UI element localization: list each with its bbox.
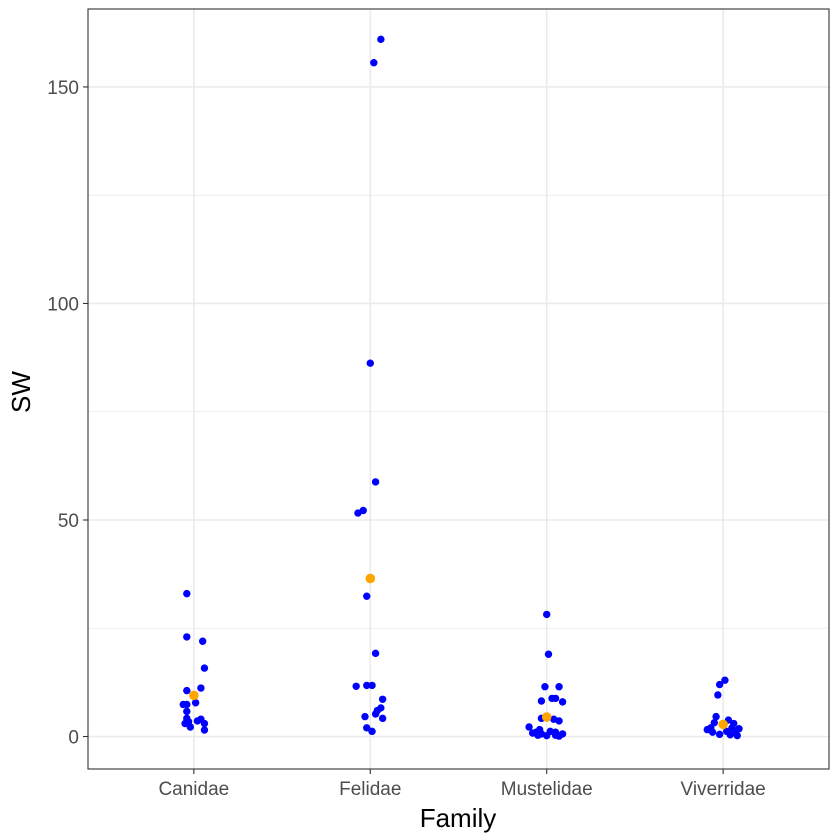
data-point [197,684,205,692]
mean-point [541,712,552,722]
data-point [183,707,191,716]
data-point [363,724,371,732]
data-point [183,589,191,598]
mean-point [718,719,728,730]
y-axis-title: SW [6,371,36,413]
data-point [525,723,533,731]
data-point [370,58,378,67]
data-point [200,726,209,734]
x-tick-label: Felidae [339,779,401,800]
data-point [371,649,380,658]
minor-gridlines [88,194,829,629]
data-point [715,730,724,739]
data-point [721,676,729,684]
data-point [371,710,380,718]
y-tick-label: 50 [58,511,79,532]
data-point [715,680,724,689]
data-point [551,694,560,703]
data-point [555,732,563,740]
data-point [198,637,207,645]
y-tick-label: 100 [47,294,79,315]
data-point [541,683,549,691]
x-tick-label: Mustelidae [501,779,593,800]
data-point [555,683,563,691]
mean-point [189,690,199,701]
data-point [543,731,551,740]
data-point [200,719,209,728]
data-point [537,697,546,705]
y-axis-ticks: 0 50 100 150 [47,78,88,749]
data-point [352,682,360,690]
data-point [534,731,542,739]
data-points [179,35,743,740]
data-point [366,359,374,367]
data-point [191,699,200,707]
data-point [728,724,736,732]
data-point [181,719,189,728]
data-point [543,610,551,619]
data-point [363,592,371,600]
data-point [726,731,734,739]
data-point [378,695,387,703]
major-gridlines [88,9,829,769]
data-point [714,691,722,699]
data-point [363,681,371,690]
panel-border [87,8,830,770]
data-point [183,633,191,641]
data-point [544,650,553,658]
data-point [378,714,387,723]
data-point [368,681,376,690]
data-point [183,700,191,709]
data-point [712,712,720,721]
y-tick-label: 0 [68,728,79,749]
data-point [361,712,369,721]
data-point [368,727,376,736]
x-axis-title: Family [420,803,497,833]
data-point [186,723,195,731]
data-point [558,698,567,706]
data-point [183,686,191,695]
mean-point [365,573,376,584]
data-point [200,664,209,672]
data-point [354,509,362,517]
data-point [710,718,719,727]
x-tick-label: Canidae [158,779,229,800]
x-tick-label: Viverridae [681,779,766,800]
data-point [371,478,380,486]
data-point [377,35,385,44]
data-point [555,717,563,725]
data-point [708,728,717,736]
y-tick-label: 150 [47,78,79,99]
x-axis-ticks: Canidae Felidae Mustelidae Viverridae [158,769,766,800]
data-point [733,731,741,740]
